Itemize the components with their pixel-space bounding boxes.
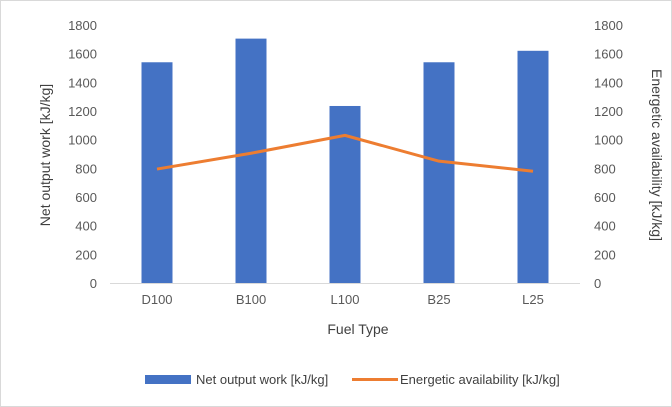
legend: Net output work [kJ/kg] Energetic availa… (145, 372, 560, 387)
y2-tick-label: 1400 (594, 75, 623, 90)
x-tick-label: L100 (331, 292, 360, 307)
y-tick-label: 400 (75, 219, 97, 234)
y-axis-title: Net output work [kJ/kg] (37, 84, 53, 226)
x-axis-ticks: D100 B100 L100 B25 L25 (141, 292, 543, 307)
y-tick-label: 1200 (68, 104, 97, 119)
x-tick-label: D100 (141, 292, 172, 307)
y2-axis-title: Energetic availability [kJ/kg] (649, 69, 665, 241)
y-tick-label: 1800 (68, 18, 97, 33)
x-tick-label: B25 (427, 292, 450, 307)
right-axis-ticks: 0 200 400 600 800 1000 1200 1400 1600 1800 (594, 18, 623, 291)
y-tick-label: 600 (75, 190, 97, 205)
y-tick-label: 200 (75, 247, 97, 262)
legend-label-net-output-work: Net output work [kJ/kg] (196, 372, 328, 387)
y2-tick-label: 1000 (594, 133, 623, 148)
y2-tick-label: 400 (594, 219, 616, 234)
y2-tick-label: 0 (594, 276, 601, 291)
y-tick-label: 0 (90, 276, 97, 291)
y-tick-label: 1400 (68, 75, 97, 90)
left-axis-ticks: 0 200 400 600 800 1000 1200 1400 1600 1800 (68, 18, 97, 291)
y2-tick-label: 800 (594, 161, 616, 176)
y2-tick-label: 200 (594, 247, 616, 262)
bar (423, 62, 455, 284)
legend-swatch-net-output-work (145, 375, 191, 384)
y-tick-label: 1000 (68, 133, 97, 148)
x-tick-label: L25 (522, 292, 544, 307)
y2-tick-label: 600 (594, 190, 616, 205)
bar (517, 50, 549, 283)
y2-tick-label: 1800 (594, 18, 623, 33)
x-tick-label: B100 (236, 292, 266, 307)
bar (329, 105, 361, 283)
line-series (156, 133, 534, 173)
bar (141, 62, 173, 284)
y-tick-label: 1600 (68, 47, 97, 62)
y2-tick-label: 1600 (594, 47, 623, 62)
legend-label-energetic-availability: Energetic availability [kJ/kg] (400, 372, 560, 387)
y-tick-label: 800 (75, 161, 97, 176)
x-axis-title: Fuel Type (327, 321, 388, 337)
bar (235, 38, 267, 283)
y2-tick-label: 1200 (594, 104, 623, 119)
